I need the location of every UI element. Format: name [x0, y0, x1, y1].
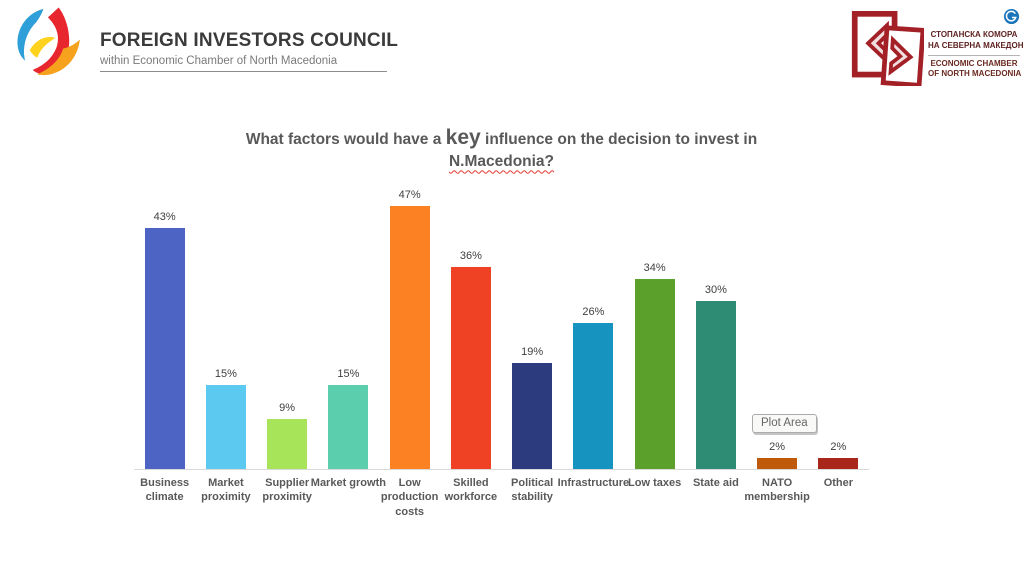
chamber-globe-icon [928, 8, 1020, 26]
chart-title-macedonia: N.Macedonia? [448, 153, 555, 171]
bar-column-market-growth: 15% Market growth [311, 189, 386, 489]
category-label-supplier-proximity: Supplier proximity [262, 477, 312, 504]
bar-column-state-aid: 30% State aid [685, 189, 746, 489]
bar-infrastructure[interactable] [573, 323, 614, 469]
category-label-low-taxes: Low taxes [628, 477, 682, 489]
chamber-divider [928, 54, 1020, 56]
category-label-business-climate: Business climate [140, 477, 190, 504]
category-label-political-stability: Political stability [511, 477, 554, 504]
category-label-low-production-costs: Low production costs [380, 477, 439, 518]
bar-business-climate[interactable] [144, 228, 185, 469]
bar-column-infrastructure: 26% Infrastructure [558, 189, 630, 489]
chart-title-key-word: key [445, 126, 481, 149]
bar-value-label: 26% [582, 306, 605, 319]
chamber-mk-line1: СТОПАНСКА КОМОРА [930, 30, 1018, 39]
bar-column-nato-membership: 2% NATO membership [744, 189, 809, 503]
bar-value-label: 43% [153, 211, 176, 224]
bar-value-label: 19% [521, 345, 544, 358]
chamber-en-line1: ECONOMIC CHAMBER [930, 58, 1018, 68]
category-label-market-growth: Market growth [310, 477, 386, 489]
bar-value-label: 2% [830, 440, 847, 453]
bar-skilled-workforce[interactable] [450, 267, 491, 469]
category-label-other: Other [823, 477, 854, 489]
bar-value-label: 47% [398, 188, 421, 201]
fic-logo-text: FOREIGN INVESTORS COUNCIL within Economi… [100, 30, 400, 67]
fic-globe-icon [17, 7, 80, 76]
category-label-market-proximity: Market proximity [201, 477, 251, 504]
bar-supplier-proximity[interactable] [267, 418, 308, 469]
bar-value-label: 2% [769, 440, 786, 453]
fic-title: FOREIGN INVESTORS COUNCIL [100, 30, 399, 51]
category-label-state-aid: State aid [692, 477, 739, 489]
category-label-skilled-workforce: Skilled workforce [444, 477, 498, 504]
fic-logo [10, 6, 92, 82]
bar-column-business-climate: 43% Business climate [134, 189, 195, 503]
bar-column-low-taxes: 34% Low taxes [624, 189, 685, 489]
bar-market-growth[interactable] [328, 385, 369, 469]
category-label-nato-membership: NATO membership [744, 477, 810, 504]
chamber-rects-icon [851, 11, 924, 86]
bar-column-low-production-costs: 47% Low production costs [379, 188, 440, 518]
bar-low-production-costs[interactable] [389, 205, 430, 469]
bar-nato-membership[interactable] [757, 457, 798, 469]
chamber-logo-text: СТОПАНСКА КОМОРА НА СЕВЕРНА МАКЕДОНИЈА E… [928, 30, 1024, 80]
bar-value-label: 30% [704, 284, 727, 296]
bar-political-stability[interactable] [512, 362, 553, 469]
chamber-mk-line2: НА СЕВЕРНА МАКЕДОНИЈА [928, 40, 1024, 50]
category-label-infrastructure: Infrastructure [557, 477, 630, 489]
chamber-en-line2: OF NORTH MACEDONIA [928, 69, 1022, 79]
bar-value-label: 36% [459, 250, 482, 263]
plot-area-tooltip: Plot Area [752, 414, 817, 433]
bar-value-label: 15% [214, 368, 237, 380]
bar-value-label: 15% [337, 368, 360, 380]
bar-column-supplier-proximity: 9% Supplier proximity [257, 189, 318, 504]
chamber-logo: СТОПАНСКА КОМОРА НА СЕВЕРНА МАКЕДОНИЈА E… [850, 8, 1024, 86]
bar-column-other: 2% Other [808, 189, 869, 489]
bar-column-market-proximity: 15% Market proximity [195, 189, 256, 503]
bar-column-political-stability: 19% Political stability [502, 189, 563, 504]
bar-chart-plot: 43% Business climate 15% Market proximity 9%… [134, 188, 869, 518]
bar-low-taxes[interactable] [634, 278, 675, 469]
bar-market-proximity[interactable] [205, 385, 246, 469]
bar-column-skilled-workforce: 36% Skilled workforce [440, 189, 501, 503]
bar-value-label: 9% [279, 401, 296, 414]
bar-other[interactable] [818, 457, 859, 469]
chart-title-line1: What factors would have a key influence … [245, 126, 758, 149]
bar-value-label: 34% [643, 261, 666, 274]
fic-divider [100, 71, 387, 72]
chart-title-line2: N.Macedonia? [134, 151, 869, 173]
bar-state-aid[interactable] [695, 301, 736, 469]
chart-title: What factors would have a key influence … [134, 127, 869, 174]
fic-subtitle: within Economic Chamber of North Macedon… [100, 55, 338, 67]
